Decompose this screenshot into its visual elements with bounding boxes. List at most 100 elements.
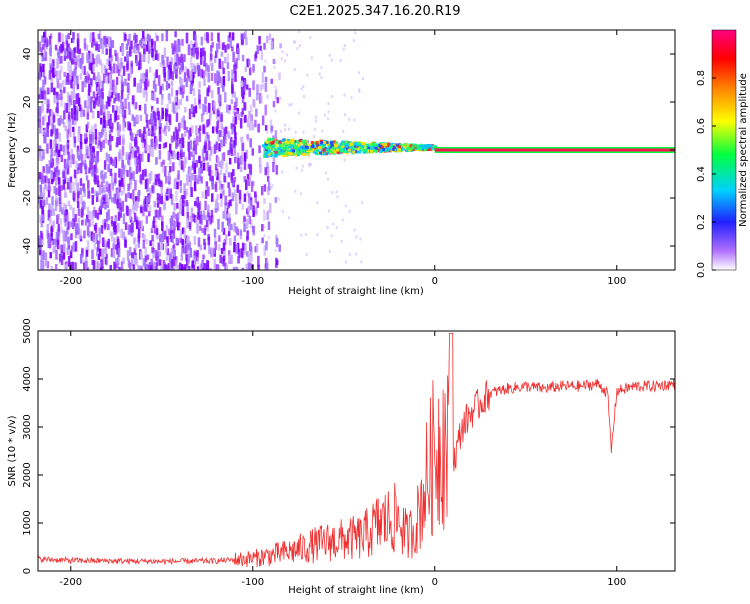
noise-cell [151, 48, 154, 58]
noise-cell [120, 190, 123, 196]
noise-cell [142, 130, 146, 141]
noise-cell [97, 265, 100, 270]
noise-cell [91, 216, 94, 227]
noise-cell [237, 47, 240, 54]
noise-cell [180, 142, 184, 154]
noise-cell [162, 59, 165, 69]
noise-cell [201, 227, 204, 233]
noise-cell [76, 145, 80, 153]
noise-cell [170, 80, 174, 87]
noise-cell [279, 43, 282, 49]
noise-cell [222, 242, 226, 251]
noise-cell [79, 148, 83, 160]
noise-cell [47, 178, 51, 184]
noise-cell [150, 263, 154, 270]
noise-cell [200, 68, 203, 78]
signal-cell [313, 141, 317, 145]
noise-cell [237, 113, 241, 121]
noise-cell [227, 172, 231, 178]
noise-cell [207, 134, 210, 142]
noise-cell [135, 34, 138, 43]
noise-cell [219, 254, 222, 264]
noise-cell [105, 38, 109, 44]
noise-cell [87, 88, 91, 98]
noise-cell [91, 187, 94, 194]
signal-cell [408, 148, 412, 152]
signal-cell [322, 148, 326, 152]
noise-cell [76, 149, 80, 159]
noise-cell [110, 248, 114, 257]
noise-cell [227, 150, 230, 156]
noise-cell [202, 210, 206, 220]
noise-cell [86, 267, 89, 270]
noise-cell [60, 65, 63, 73]
noise-cell [169, 231, 173, 240]
noise-cell [62, 252, 66, 260]
noise-cell [262, 209, 265, 213]
noise-cell [174, 54, 177, 62]
noise-cell [91, 259, 94, 266]
noise-cell [39, 63, 42, 74]
signal-cell [267, 146, 271, 150]
noise-cell [62, 236, 66, 245]
noise-cell [94, 97, 97, 106]
noise-cell [278, 244, 281, 252]
noise-cell [137, 61, 141, 71]
noise-cell [154, 83, 157, 92]
noise-cell [101, 80, 104, 92]
noise-cell [235, 97, 238, 107]
noise-cell [164, 230, 167, 240]
noise-cell [178, 67, 182, 75]
noise-cell [211, 100, 215, 111]
noise-cell [135, 54, 138, 64]
noise-cell [171, 223, 174, 231]
noise-cell [185, 254, 188, 261]
noise-cell [118, 63, 122, 72]
noise-cell [128, 122, 132, 130]
noise-cell [177, 170, 180, 180]
noise-cell [171, 43, 174, 49]
noise-cell [200, 176, 203, 184]
noise-cell [130, 225, 133, 233]
noise-cell [235, 57, 238, 69]
noise-cell [279, 96, 282, 100]
noise-cell [219, 129, 222, 138]
noise-cell [274, 89, 278, 100]
noise-cell [117, 212, 121, 221]
noise-cell [140, 54, 143, 62]
signal-cell [347, 143, 351, 147]
noise-cell [59, 202, 62, 213]
noise-cell [180, 53, 183, 63]
noise-cell [42, 200, 45, 207]
noise-cell [272, 154, 276, 163]
y-tick-label: -40 [22, 238, 33, 254]
noise-cell [95, 167, 99, 174]
noise-cell [178, 39, 181, 45]
noise-cell [46, 126, 49, 137]
noise-cell [140, 38, 144, 49]
noise-cell [192, 213, 195, 222]
noise-cell [229, 238, 232, 246]
noise-cell [172, 162, 175, 172]
signal-cell [379, 147, 383, 151]
x-tick-label: 0 [432, 577, 438, 588]
noise-cell [144, 103, 147, 115]
noise-cell [38, 195, 41, 204]
noise-cell [50, 171, 54, 179]
noise-cell [137, 217, 140, 225]
noise-cell [61, 118, 64, 125]
signal-cell [358, 143, 362, 147]
noise-cell [66, 72, 70, 83]
noise-cell [101, 124, 105, 133]
noise-cell [159, 62, 163, 68]
noise-cell [111, 197, 114, 203]
noise-cell [50, 63, 54, 71]
noise-cell [198, 155, 201, 164]
noise-cell [101, 98, 104, 109]
noise-cell [72, 89, 76, 99]
noise-cell [360, 260, 363, 264]
noise-cell [313, 135, 316, 139]
noise-cell [221, 221, 224, 232]
noise-cell [77, 54, 81, 62]
noise-cell [189, 140, 193, 150]
